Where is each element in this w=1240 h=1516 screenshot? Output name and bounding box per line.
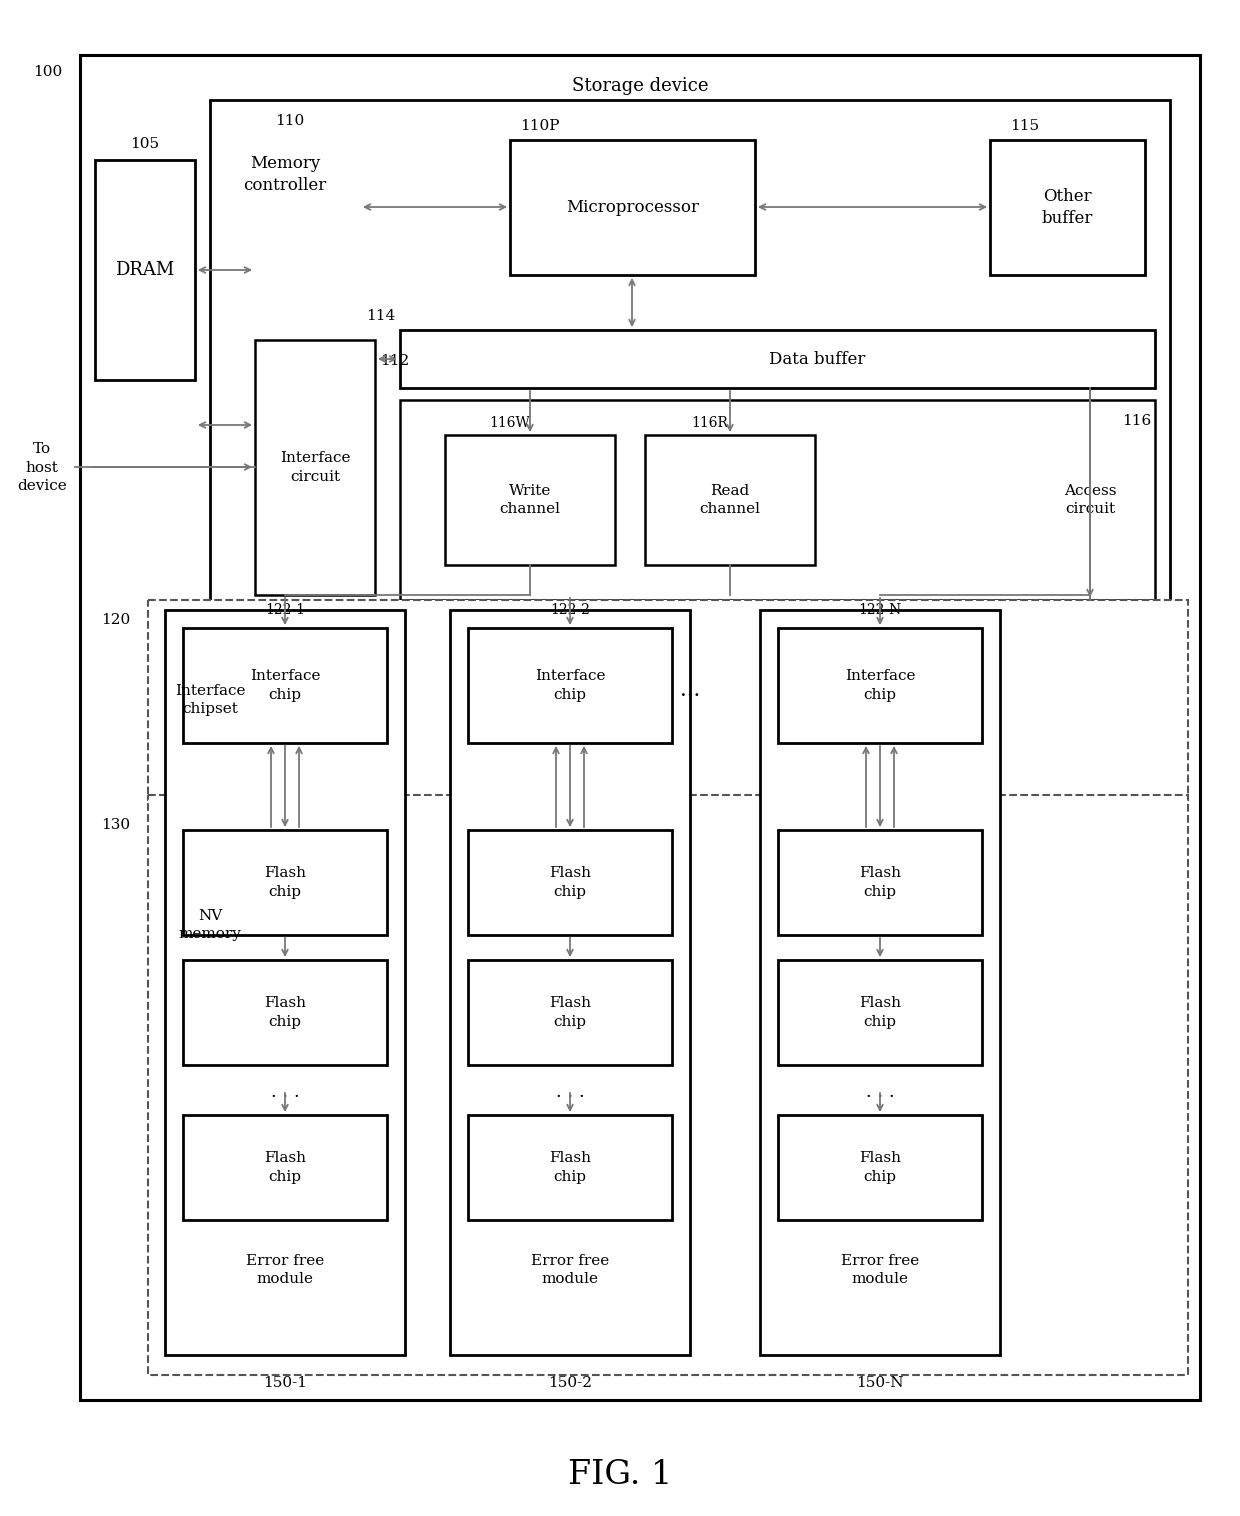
Text: 105: 105 — [130, 136, 160, 152]
Text: Memory
controller: Memory controller — [243, 155, 326, 194]
Text: Error free
module: Error free module — [246, 1254, 324, 1286]
Bar — [148, 794, 1188, 1375]
Bar — [255, 340, 374, 594]
Text: Interface
chip: Interface chip — [844, 669, 915, 702]
Text: 116R: 116R — [692, 415, 728, 431]
Bar — [184, 829, 387, 935]
Text: Access
circuit: Access circuit — [1064, 484, 1116, 517]
Bar — [760, 609, 999, 1355]
Bar — [184, 1114, 387, 1220]
Bar — [990, 139, 1145, 274]
Text: Flash
chip: Flash chip — [264, 996, 306, 1029]
Text: Other
buffer: Other buffer — [1042, 188, 1094, 227]
Text: Interface
chip: Interface chip — [249, 669, 320, 702]
Text: NV
memory: NV memory — [179, 908, 242, 941]
Bar — [210, 100, 1171, 620]
Text: Flash
chip: Flash chip — [549, 866, 591, 899]
Text: ...: ... — [680, 681, 701, 699]
Bar — [401, 400, 1154, 600]
Bar — [401, 330, 1154, 388]
Text: Error free
module: Error free module — [841, 1254, 919, 1286]
Text: Data buffer: Data buffer — [769, 350, 866, 367]
Text: 116W: 116W — [490, 415, 531, 431]
Text: 115: 115 — [1011, 118, 1039, 133]
Text: Interface
chipset: Interface chipset — [175, 684, 246, 716]
Text: 130: 130 — [100, 819, 130, 832]
Bar — [81, 55, 1200, 1399]
Text: 110: 110 — [275, 114, 305, 127]
Text: 116: 116 — [1122, 414, 1151, 428]
Text: 122-2: 122-2 — [551, 603, 590, 617]
Bar — [467, 960, 672, 1066]
Text: 120: 120 — [100, 612, 130, 628]
Text: Read
channel: Read channel — [699, 484, 760, 517]
Text: Interface
chip: Interface chip — [534, 669, 605, 702]
Text: · · ·: · · · — [866, 1088, 894, 1107]
Text: 110P: 110P — [520, 118, 559, 133]
Text: Flash
chip: Flash chip — [549, 1151, 591, 1184]
Bar — [777, 628, 982, 743]
Bar — [467, 628, 672, 743]
Text: 112: 112 — [379, 355, 409, 368]
Text: Storage device: Storage device — [572, 77, 708, 96]
Bar — [510, 139, 755, 274]
Text: Flash
chip: Flash chip — [859, 866, 901, 899]
Text: 100: 100 — [32, 65, 62, 79]
Bar — [184, 628, 387, 743]
Bar — [777, 960, 982, 1066]
Text: 122-1: 122-1 — [265, 603, 305, 617]
Text: Flash
chip: Flash chip — [859, 996, 901, 1029]
Bar — [148, 600, 1188, 800]
Text: FIG. 1: FIG. 1 — [568, 1458, 672, 1492]
Bar — [777, 1114, 982, 1220]
Text: 150-1: 150-1 — [263, 1377, 308, 1390]
Text: Flash
chip: Flash chip — [549, 996, 591, 1029]
Text: Flash
chip: Flash chip — [264, 866, 306, 899]
Text: 150-2: 150-2 — [548, 1377, 591, 1390]
Bar — [467, 1114, 672, 1220]
Text: DRAM: DRAM — [115, 261, 175, 279]
Text: · · ·: · · · — [270, 1088, 299, 1107]
Bar — [165, 609, 405, 1355]
Text: Microprocessor: Microprocessor — [565, 199, 699, 215]
Bar — [450, 609, 689, 1355]
Bar — [445, 435, 615, 565]
Text: 122-N: 122-N — [858, 603, 901, 617]
Text: Error free
module: Error free module — [531, 1254, 609, 1286]
Text: To
host
device: To host device — [17, 443, 67, 493]
Bar — [777, 829, 982, 935]
Text: Interface
circuit: Interface circuit — [280, 452, 350, 484]
Text: 150-N: 150-N — [857, 1377, 904, 1390]
Text: Write
channel: Write channel — [500, 484, 560, 517]
Bar — [467, 829, 672, 935]
Text: · · ·: · · · — [556, 1088, 584, 1107]
Bar — [645, 435, 815, 565]
Bar — [95, 161, 195, 381]
Text: 114: 114 — [366, 309, 396, 323]
Bar — [184, 960, 387, 1066]
Text: Flash
chip: Flash chip — [859, 1151, 901, 1184]
Text: Flash
chip: Flash chip — [264, 1151, 306, 1184]
